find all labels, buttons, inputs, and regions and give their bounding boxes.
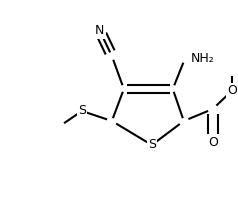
Text: NH₂: NH₂ [191,53,214,65]
Text: N: N [95,24,104,37]
Text: O: O [208,136,218,148]
Text: O: O [227,85,237,98]
Text: S: S [78,104,86,117]
Text: S: S [148,139,156,151]
